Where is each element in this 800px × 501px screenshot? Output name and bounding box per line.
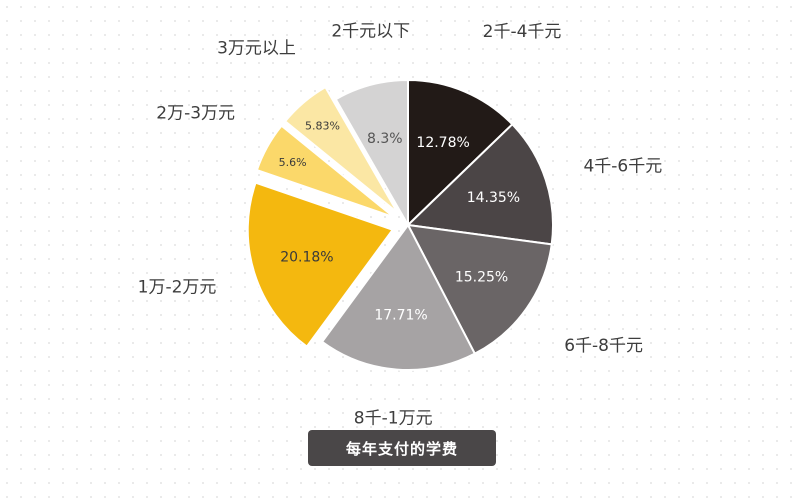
pie-slice-category-label: 2万-3万元 [156,103,235,123]
pie-slice-category-label: 2千-4千元 [483,22,562,42]
chart-caption: 每年支付的学费 [308,430,496,466]
pie-slice-category-label: 2千元以下 [331,21,410,41]
pie-slice [320,223,477,371]
pie-slice-value-label: 8.3% [367,131,403,147]
pie-slice [407,78,514,228]
pie-slice [283,85,399,214]
pie-slice [406,223,553,356]
pie-slice-category-label: 6千-8千元 [564,336,643,356]
pie-slice-category-label: 4千-6千元 [583,156,662,176]
pie-slice [405,122,554,246]
pie-slice-category-label: 8千-1万元 [354,408,433,428]
pie-slice [334,78,409,229]
pie-slice [246,181,395,348]
pie-slice-value-label: 5.6% [279,156,307,169]
pie-slice-value-label: 12.78% [416,135,469,151]
pie-slice-value-label: 14.35% [467,190,520,206]
pie-slice-category-label: 1万-2万元 [138,278,217,298]
pie-slice-value-label: 15.25% [455,270,508,286]
pie-slice-value-label: 17.71% [374,308,427,324]
pie-slice-category-label: 3万元以上 [217,38,296,58]
pie-slice [255,124,395,219]
pie-slice-value-label: 5.83% [305,119,340,132]
pie-slice-value-label: 20.18% [280,250,333,266]
